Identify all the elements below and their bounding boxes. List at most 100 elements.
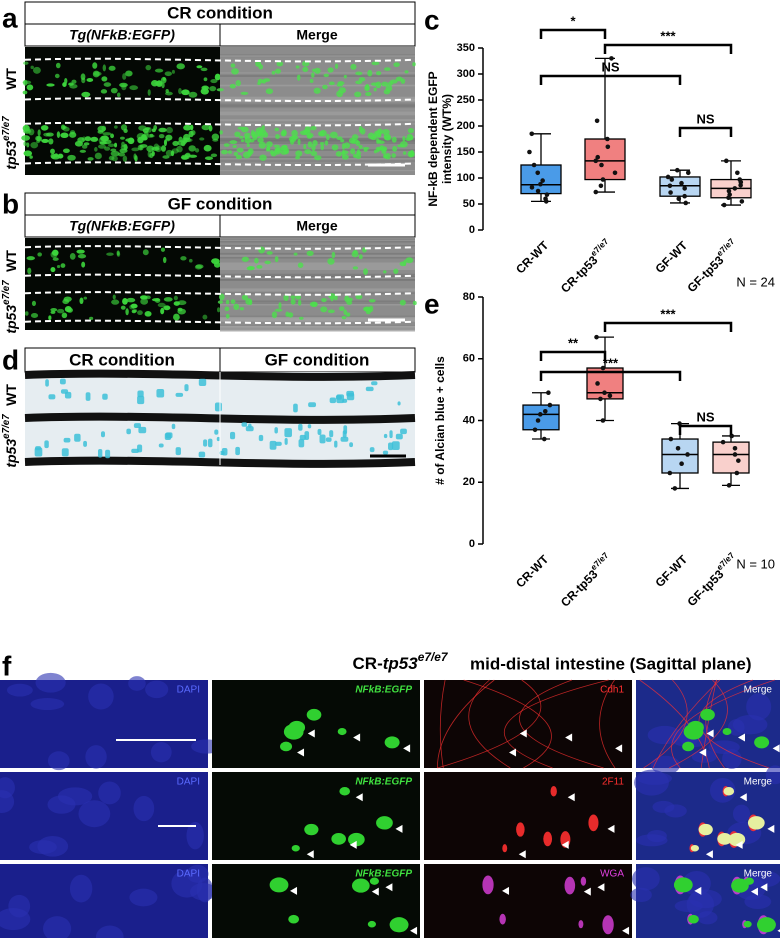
cell-signal: [216, 307, 221, 313]
data-point: [726, 483, 732, 488]
cell-signal: [165, 127, 173, 134]
data-point: [531, 162, 537, 168]
cell-signal: [227, 150, 232, 154]
nucleus: [722, 749, 742, 769]
boundary: [24, 121, 416, 127]
y-tick-label: 0: [469, 224, 475, 236]
cell-signal: [77, 253, 87, 259]
cell-signal: [79, 297, 84, 305]
pointer: [403, 744, 411, 753]
cell-signal: [61, 312, 68, 319]
cell-signal: [154, 68, 164, 73]
cell-signal: [199, 137, 205, 141]
cell-signal: [241, 256, 250, 262]
alcian-cell: [391, 441, 400, 450]
cell-signal: [37, 129, 41, 137]
data-point: [732, 445, 738, 451]
data-point: [600, 177, 606, 182]
text-part: e7/e7: [1, 414, 12, 439]
cell-signal: [151, 79, 159, 87]
cell-signal: [319, 141, 325, 146]
alcian-cell: [334, 440, 338, 448]
egfp-signal: [348, 832, 365, 847]
cell-signal: [335, 151, 342, 157]
marker-signal: [516, 822, 525, 837]
cell-signal: [248, 299, 253, 306]
text-part: CR-tp53: [558, 567, 601, 610]
data-point: [609, 56, 614, 61]
box: [584, 138, 626, 181]
cell-signal: [178, 87, 182, 95]
cell-signal: [296, 74, 301, 81]
alcian-cell: [198, 378, 207, 386]
cell-signal: [358, 77, 366, 82]
alcian-cell: [340, 436, 349, 442]
cell-signal: [266, 251, 273, 255]
pointer: [395, 824, 403, 833]
cell-signal: [320, 144, 325, 151]
membrane: [705, 679, 725, 769]
cell-signal: [56, 308, 65, 314]
text-part: GF-WT: [653, 552, 691, 590]
channel-label: NFkB:EGFP: [355, 869, 412, 880]
cell-signal: [297, 138, 301, 146]
cell-signal: [274, 148, 281, 155]
cell-signal: [300, 130, 308, 136]
x-tick-label: CR-WT: [513, 552, 552, 591]
cell-signal: [84, 136, 92, 142]
cell-signal: [290, 298, 296, 305]
cell-signal: [259, 132, 265, 139]
alcian-cell: [74, 433, 81, 442]
panel-letter: c: [424, 4, 440, 35]
cell-signal: [180, 140, 186, 147]
egfp-signal: [339, 787, 351, 796]
cell-signal: [392, 145, 398, 152]
data-point: [529, 131, 535, 137]
alcian-cell: [131, 448, 139, 454]
data-point: [685, 170, 691, 176]
significance-label: *: [570, 13, 576, 28]
cell-signal: [257, 78, 264, 84]
cell-signal: [405, 137, 412, 141]
cell-signal: [338, 306, 345, 311]
alcian-cell: [34, 447, 43, 457]
nucleus: [630, 887, 652, 903]
membrane: [437, 679, 542, 769]
cell-signal: [363, 148, 368, 152]
cell-signal: [355, 80, 363, 85]
nucleus: [651, 755, 681, 775]
nucleus: [47, 751, 70, 771]
alcian-cell: [48, 394, 56, 400]
cell-signal: [162, 256, 167, 264]
cell-signal: [102, 64, 107, 72]
text-part: GF-tp53: [685, 253, 727, 295]
texture: [220, 266, 415, 271]
cell-signal: [139, 144, 143, 150]
significance-label: **: [568, 335, 579, 350]
pointer: [561, 840, 569, 849]
text-part: WT: [3, 250, 19, 272]
alcian-cell: [383, 433, 388, 439]
nucleus: [636, 834, 668, 847]
cell-signal: [160, 247, 166, 252]
cell-signal: [368, 298, 376, 303]
cell-signal: [137, 310, 143, 316]
alcian-cell: [208, 438, 213, 448]
cell-signal: [97, 125, 106, 133]
data-point: [682, 186, 687, 191]
nucleus: [728, 719, 745, 736]
cell-signal: [116, 250, 120, 256]
alcian-cell: [299, 434, 306, 441]
cell-signal: [145, 295, 151, 300]
cell-signal: [271, 70, 276, 75]
cell-signal: [232, 145, 237, 149]
text-part: e7/e7: [1, 280, 12, 305]
cell-signal: [209, 85, 217, 92]
cell-signal: [407, 127, 414, 134]
texture: [220, 319, 415, 322]
cell-signal: [46, 83, 55, 87]
cell-signal: [381, 149, 387, 155]
data-point: [595, 154, 601, 160]
alcian-cell: [235, 446, 240, 456]
cell-signal: [177, 308, 186, 315]
